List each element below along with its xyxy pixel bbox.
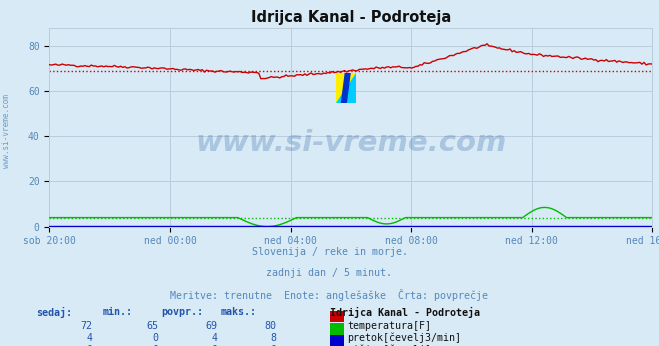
Text: 4: 4	[212, 333, 217, 343]
Text: sedaj:: sedaj:	[36, 307, 72, 318]
Text: pretok[čevelj3/min]: pretok[čevelj3/min]	[347, 333, 461, 343]
Text: 72: 72	[80, 321, 92, 331]
Text: min.:: min.:	[102, 307, 132, 317]
Text: 0: 0	[86, 345, 92, 346]
Text: 0: 0	[212, 345, 217, 346]
Polygon shape	[341, 73, 350, 103]
Text: www.si-vreme.com: www.si-vreme.com	[2, 94, 11, 169]
Text: Meritve: trenutne  Enote: anglešaške  Črta: povprečje: Meritve: trenutne Enote: anglešaške Črta…	[171, 289, 488, 301]
Text: Slovenija / reke in morje.: Slovenija / reke in morje.	[252, 247, 407, 257]
Polygon shape	[336, 73, 356, 103]
Text: maks.:: maks.:	[221, 307, 257, 317]
Polygon shape	[336, 73, 356, 103]
Text: 4: 4	[86, 333, 92, 343]
Text: povpr.:: povpr.:	[161, 307, 204, 317]
Text: 65: 65	[146, 321, 158, 331]
Text: Idrijca Kanal - Podroteja: Idrijca Kanal - Podroteja	[330, 307, 480, 318]
Text: temperatura[F]: temperatura[F]	[347, 321, 431, 331]
Text: www.si-vreme.com: www.si-vreme.com	[195, 129, 507, 157]
Text: 0: 0	[152, 333, 158, 343]
Text: zadnji dan / 5 minut.: zadnji dan / 5 minut.	[266, 268, 393, 278]
Text: 80: 80	[265, 321, 277, 331]
Text: 69: 69	[206, 321, 217, 331]
Text: 0: 0	[152, 345, 158, 346]
Title: Idrijca Kanal - Podroteja: Idrijca Kanal - Podroteja	[251, 10, 451, 25]
Text: 8: 8	[271, 333, 277, 343]
Text: višina[čevelj]: višina[čevelj]	[347, 345, 431, 346]
Text: 0: 0	[271, 345, 277, 346]
